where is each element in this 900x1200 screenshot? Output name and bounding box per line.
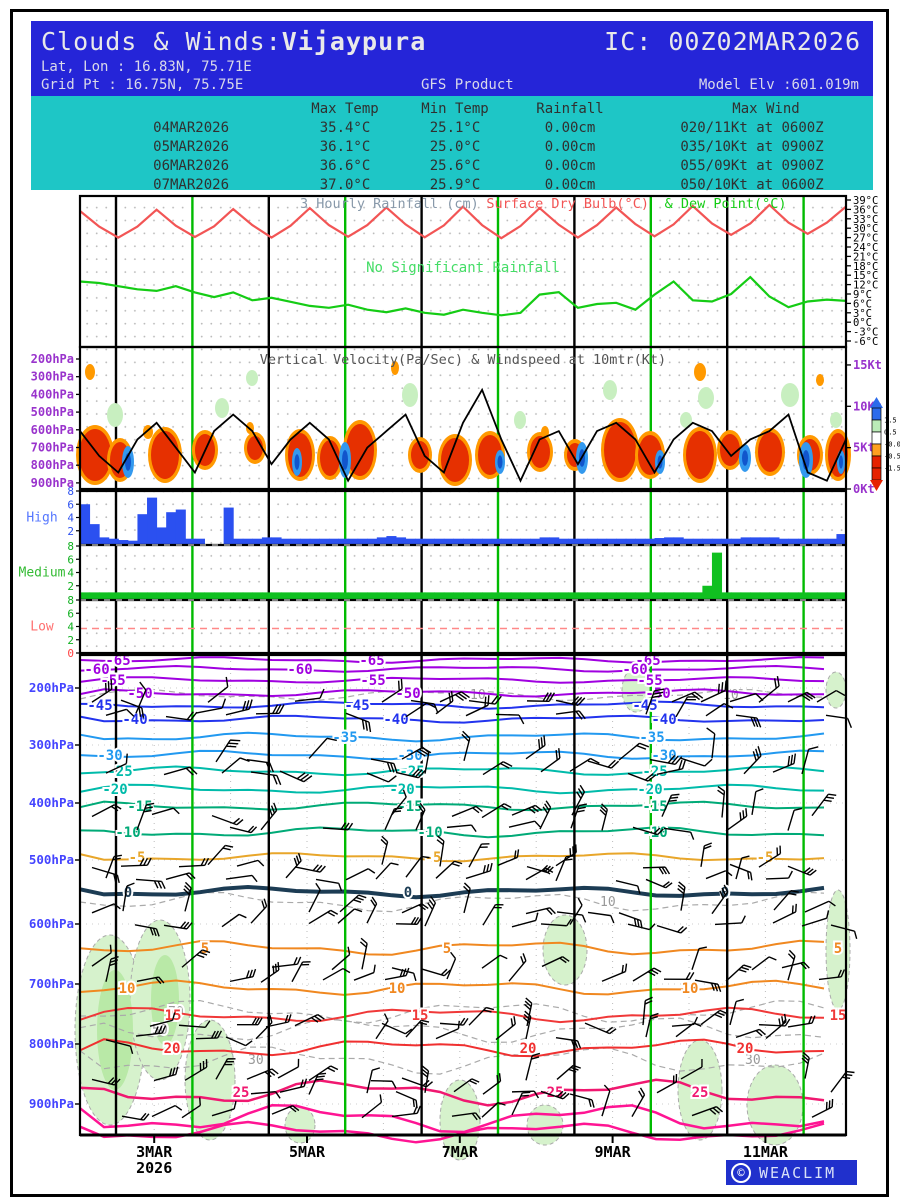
table-row: 05MAR2026 36.1°C 25.0°C 0.00cm 035/10Kt at 0… xyxy=(31,139,873,157)
page-title: Clouds & Winds:Vijaypura xyxy=(41,27,426,56)
date-cell: 05MAR2026 xyxy=(153,139,229,155)
date-cell: 04MAR2026 xyxy=(153,120,229,136)
value-cell: 35.4°C xyxy=(319,120,371,136)
table-row: 07MAR2026 37.0°C 25.9°C 0.00cm 050/10Kt at 0… xyxy=(31,177,873,195)
value-cell: 035/10Kt at 0900Z xyxy=(680,139,824,155)
table-header: Min Temp xyxy=(421,101,489,117)
product-label: GFS Product xyxy=(421,77,514,93)
daily-summary-table: Max Temp Min Temp Rainfall Max Wind 04MAR202… xyxy=(31,96,873,193)
table-header: Max Temp xyxy=(311,101,379,117)
outer-border xyxy=(10,9,889,1197)
value-cell: 36.1°C xyxy=(319,139,371,155)
value-cell: 0.00cm xyxy=(544,177,596,193)
header-bar: Clouds & Winds:Vijaypura IC: 00Z02MAR202… xyxy=(31,21,873,96)
value-cell: 25.9°C xyxy=(429,177,481,193)
grid-point: Grid Pt : 16.75N, 75.75E xyxy=(41,77,244,93)
init-condition: IC: 00Z02MAR2026 xyxy=(604,27,861,56)
value-cell: 0.00cm xyxy=(544,139,596,155)
value-cell: 25.0°C xyxy=(429,139,481,155)
date-cell: 07MAR2026 xyxy=(153,177,229,193)
value-cell: 0.00cm xyxy=(544,158,596,174)
table-row: 04MAR2026 35.4°C 25.1°C 0.00cm 020/11Kt at 0… xyxy=(31,120,873,138)
table-row: 06MAR2026 36.6°C 25.6°C 0.00cm 055/09Kt at 0… xyxy=(31,158,873,176)
value-cell: 36.6°C xyxy=(319,158,371,174)
value-cell: 0.00cm xyxy=(544,120,596,136)
copyright-icon: © xyxy=(731,1162,751,1183)
value-cell: 25.1°C xyxy=(429,120,481,136)
table-header: Rainfall xyxy=(536,101,604,117)
value-cell: 020/11Kt at 0600Z xyxy=(680,120,824,136)
value-cell: 050/10Kt at 0600Z xyxy=(680,177,824,193)
date-cell: 06MAR2026 xyxy=(153,158,229,174)
value-cell: 37.0°C xyxy=(319,177,371,193)
model-elevation: Model Elv :601.019m xyxy=(698,77,859,93)
brand-badge: © WEACLIM xyxy=(726,1160,857,1185)
table-header: Max Wind xyxy=(732,101,800,117)
brand-name: WEACLIM xyxy=(759,1163,837,1182)
lat-lon: Lat, Lon : 16.83N, 75.71E xyxy=(41,59,252,75)
title-left: Clouds & Winds: xyxy=(41,27,282,56)
title-city: Vijaypura xyxy=(281,27,427,56)
value-cell: 25.6°C xyxy=(429,158,481,174)
value-cell: 055/09Kt at 0900Z xyxy=(680,158,824,174)
